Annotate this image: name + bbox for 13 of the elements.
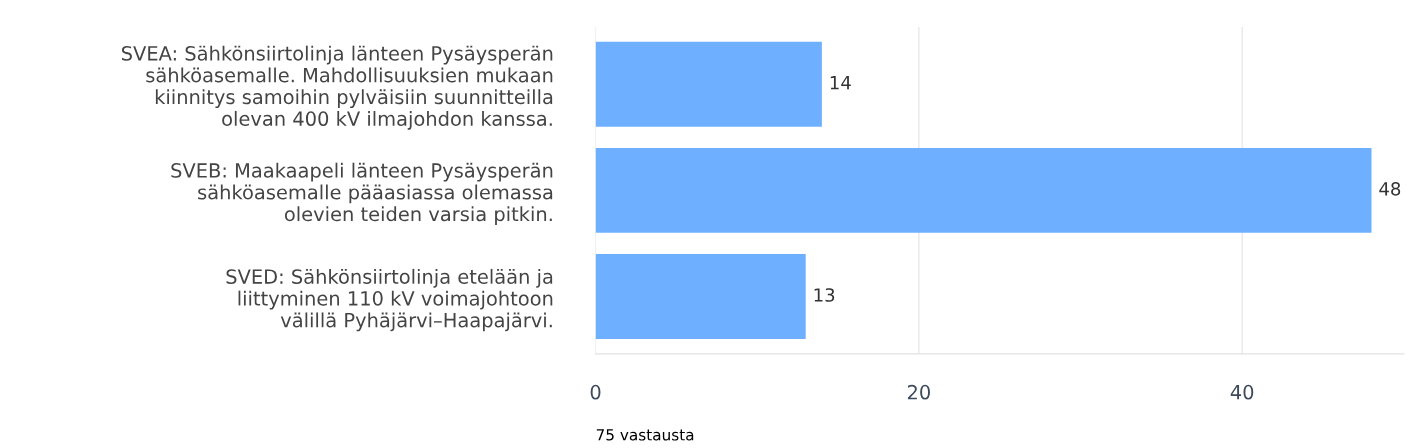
data-label: 48 [1379, 181, 1401, 196]
x-tick-label: 40 [1230, 384, 1254, 400]
y-tick-label: SVED: Sähkönsiirtolinja etelään ja liittyminen 110 kV voimajohtoon välillä Pyhäjärvi–Haapajärvi. [226, 268, 553, 332]
x-tick-label: 20 [907, 384, 930, 400]
bar [595, 41, 822, 127]
data-label: 14 [830, 76, 851, 90]
y-tick-label: SVEA: Sähkönsiirtolinja länteen Pysäysperän sähköasemalle. Mahdollisuuksien mukaan kiinnitys samoihin pylväisiin suunnitteilla olevan 400 kV ilmajohdon kanssa. [121, 45, 553, 130]
data-label: 13 [814, 288, 835, 302]
x-tick-label: 0 [590, 384, 601, 400]
text: 75 vastausta [596, 429, 694, 441]
bar [595, 254, 806, 340]
bar [595, 147, 1372, 233]
y-tick-label: SVEB: Maakaapeli länteen Pysäysperän sähköasemalle pääasiassa olemassa olevien teiden varsia pitkin. [171, 162, 553, 226]
